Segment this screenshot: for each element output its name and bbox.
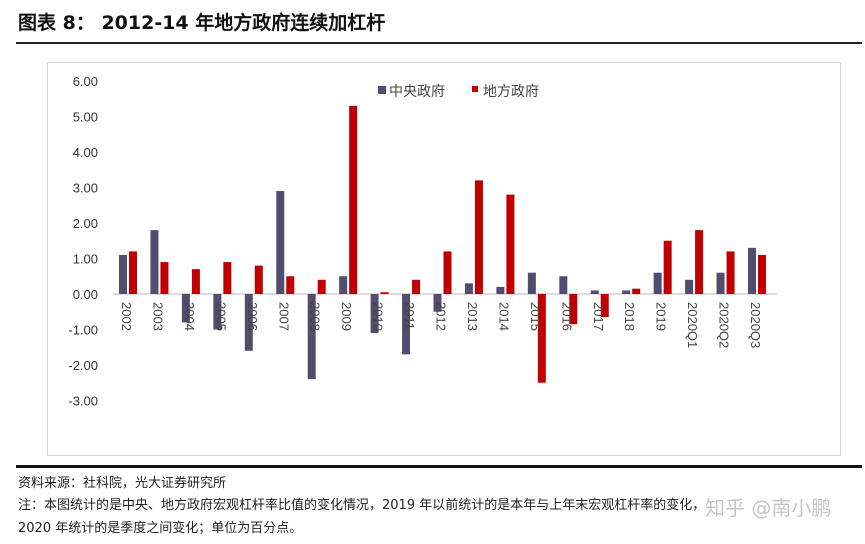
y-tick-label: 3.00 [73,181,98,196]
x-tick-label: 2018 [622,302,637,331]
bar-local [443,251,452,294]
x-tick-label: 2020Q1 [685,302,700,348]
x-tick-label: 2007 [276,302,291,331]
bar-local [726,251,735,294]
x-tick-label: 2003 [150,302,165,331]
note-line-1: 注：本图统计的是中央、地方政府宏观杠杆率比值的变化情况，2019 年以前统计的是… [18,498,706,513]
bar-local [223,262,232,294]
y-tick-label: -1.00 [68,323,98,338]
y-tick-label: -2.00 [68,358,98,373]
bar-central [150,230,159,294]
x-tick-label: 2019 [654,302,669,331]
legend-label: 中央政府 [389,84,445,100]
x-tick-label: 2006 [245,302,260,331]
x-tick-label: 2017 [591,302,606,331]
bar-local [474,180,483,294]
bar-central [685,279,694,294]
bar-central [559,276,568,294]
x-tick-label: 2014 [496,302,511,331]
bar-local [632,288,641,294]
note-line-2: 2020 年统计的是季度之间变化；单位为百分点。 [18,521,303,536]
bar-central [307,294,316,380]
bar-central [339,276,348,294]
bar-local [569,294,578,325]
bar-central [244,294,253,351]
x-tick-label: 2015 [528,302,543,331]
bar-central [276,191,285,294]
bar-central [213,294,222,330]
bar-local [254,265,263,294]
legend-label: 地方政府 [483,84,539,100]
bar-central [433,294,442,312]
bar-central [464,283,473,294]
x-tick-label: 2012 [434,302,449,331]
bar-local [286,276,295,294]
x-tick-label: 2013 [465,302,480,331]
y-tick-label: 2.00 [73,216,98,231]
title-divider [16,42,862,44]
y-tick-label: 4.00 [73,145,98,160]
chart-frame [47,62,841,456]
x-tick-label: 2008 [308,302,323,331]
bar-central [622,290,631,294]
y-tick-label: 0.00 [73,287,98,302]
bar-central [716,272,725,294]
y-tick-label: 1.00 [73,252,98,267]
bar-local [349,105,358,294]
bar-local [695,230,704,294]
bar-local [380,292,389,294]
x-tick-label: 2009 [339,302,354,331]
bar-local [506,194,515,294]
legend-swatch-local [472,86,478,92]
y-tick-label: -3.00 [68,394,98,409]
x-tick-label: 2005 [213,302,228,331]
bar-central [748,247,756,294]
source-text: 资料来源：社科院，光大证券研究所 [18,476,227,491]
y-tick-label: 6.00 [73,74,98,89]
x-tick-label: 2016 [559,302,574,331]
bar-central [590,290,599,294]
bar-central [496,286,505,294]
bar-central [370,294,379,334]
x-tick-label: 2020Q2 [717,302,732,348]
bar-local [600,294,609,318]
x-tick-label: 2020Q3 [748,302,763,348]
bar-central [653,272,662,294]
bar-central [119,254,127,294]
bar-local [663,240,672,294]
bar-local [191,269,200,294]
bar-local [537,294,546,383]
x-tick-label: 2002 [119,302,134,331]
legend-swatch-central [378,86,386,94]
x-tick-label: 2010 [371,302,386,331]
bar-local [160,262,169,294]
x-tick-label: 2011 [402,302,417,330]
bar-local [129,251,137,294]
footer-divider [16,465,862,468]
bar-central [181,294,190,323]
bar-central [527,272,536,294]
y-tick-label: 5.00 [73,110,98,125]
bar-local [758,254,766,294]
bar-central [402,294,411,355]
figure-title: 图表 8： 2012-14 年地方政府连续加杠杆 [18,12,386,34]
x-tick-label: 2004 [182,302,197,331]
bar-local [317,279,326,294]
bar-local [412,279,421,294]
watermark: 知乎 @南小鹏 [705,496,832,520]
